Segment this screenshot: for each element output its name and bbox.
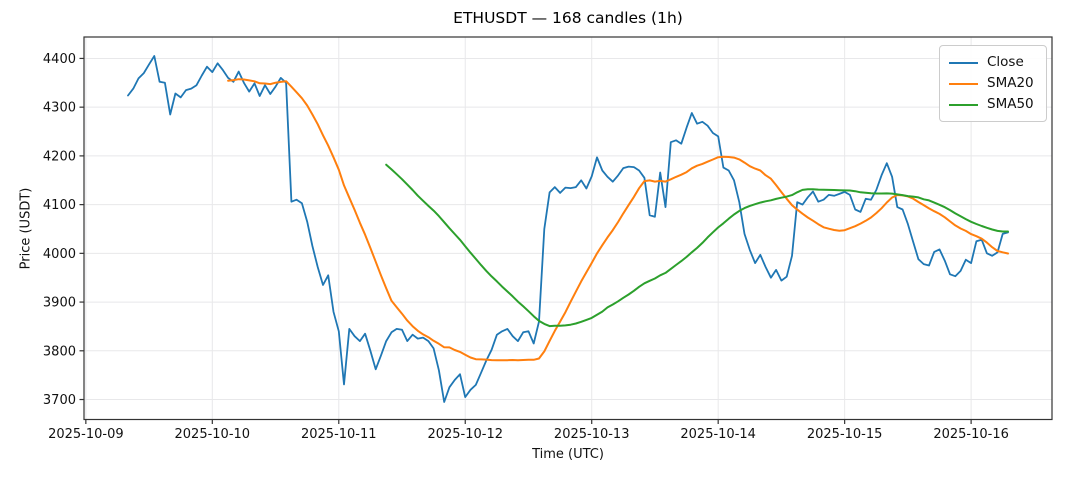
- x-tick-label: 2025-10-16: [933, 427, 1009, 442]
- x-tick-label: 2025-10-09: [48, 427, 124, 442]
- chart-title: ETHUSDT — 168 candles (1h): [453, 9, 683, 27]
- close-line-swatch: [949, 61, 978, 64]
- y-tick-label: 4300: [43, 101, 76, 116]
- y-tick-label: 3700: [43, 393, 76, 408]
- x-tick-label: 2025-10-14: [680, 427, 756, 442]
- sma50-line-swatch: [949, 103, 978, 106]
- legend-label-sma50: SMA50: [987, 95, 1034, 112]
- legend-item-sma20: SMA20: [949, 73, 1038, 94]
- y-tick-label: 4100: [43, 198, 76, 213]
- legend-label-sma20: SMA20: [987, 74, 1034, 91]
- sma20-line: [227, 78, 1009, 362]
- sma50-line: [385, 163, 1009, 328]
- y-tick-label: 3800: [43, 344, 76, 359]
- legend-item-sma50: SMA50: [949, 94, 1038, 115]
- x-tick-label: 2025-10-13: [554, 427, 630, 442]
- y-tick-label: 4200: [43, 149, 76, 164]
- y-tick-label: 4000: [43, 247, 76, 262]
- x-tick-label: 2025-10-15: [807, 427, 883, 442]
- x-axis-label: Time (UTC): [532, 447, 604, 462]
- x-tick-label: 2025-10-11: [301, 427, 377, 442]
- y-tick-label: 4400: [43, 52, 76, 67]
- y-axis-label: Price (USDT): [18, 187, 34, 270]
- axes-spines: [83, 36, 1053, 421]
- x-tick-label: 2025-10-10: [175, 427, 251, 442]
- close-line: [127, 55, 1009, 403]
- legend: Close SMA20 SMA50: [939, 45, 1047, 122]
- x-tick-label: 2025-10-12: [427, 427, 503, 442]
- sma20-line-swatch: [949, 82, 978, 85]
- y-tick-label: 3900: [43, 296, 76, 311]
- legend-item-close: Close: [949, 52, 1038, 73]
- legend-label-close: Close: [987, 53, 1024, 70]
